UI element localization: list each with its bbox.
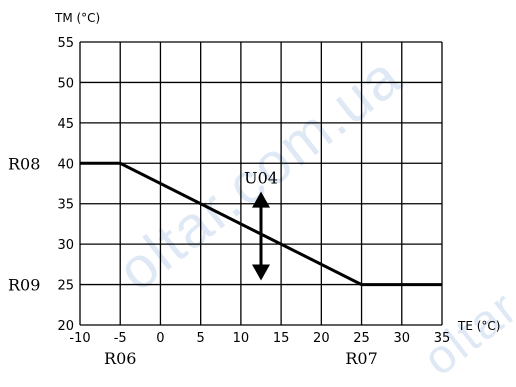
y-tick-label: 50 [57,76,74,91]
x-tick-label: 30 [394,331,411,346]
annotation-r07: R07 [345,349,377,368]
shift-arrow [252,191,270,281]
y-tick-label: 40 [57,157,74,172]
y-tick-label: 55 [57,36,74,51]
x-tick-label: 35 [434,331,451,346]
x-tick-label: -5 [114,331,127,346]
x-tick-label: 25 [353,331,370,346]
y-tick-label: 25 [57,279,74,294]
y-tick-label: 30 [57,238,74,253]
arrow-head-up [252,191,270,208]
x-tick-label: -10 [69,331,90,346]
annotation-r06: R06 [104,349,136,368]
annotation-r08: R08 [8,154,40,173]
x-tick-label: 20 [313,331,330,346]
y-tick-label: 45 [57,117,74,132]
arrow-head-down [252,264,270,281]
x-tick-labels: -10 -5 0 5 10 15 20 25 30 35 [69,331,450,346]
series-layer [80,161,442,287]
y-tick-label: 35 [57,198,74,213]
x-tick-label: 0 [156,331,164,346]
x-tick-label: 15 [273,331,290,346]
y-tick-labels: 20 25 30 35 40 45 50 55 [57,36,74,334]
chart: -10 -5 0 5 10 15 20 25 30 35 20 25 30 35 40 45 50 55 TM … [8,11,500,368]
x-tick-label: 10 [233,331,250,346]
y-axis-label: TM (°C) [54,11,100,25]
x-axis-label: TE (°C) [457,319,500,333]
y-tick-label: 20 [57,319,74,334]
annotation-r09: R09 [8,276,40,295]
annotation-u04: U04 [244,169,278,188]
x-tick-label: 5 [197,331,205,346]
series-line [80,161,442,287]
